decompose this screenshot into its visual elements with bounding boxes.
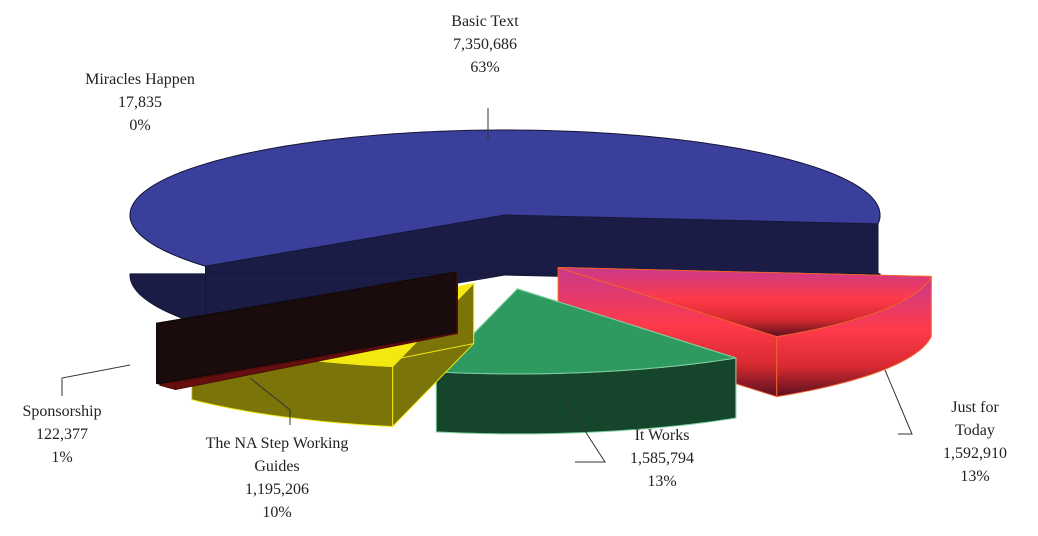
leader-line — [564, 399, 606, 463]
category-label: Just for Today — [951, 399, 999, 439]
pie-slice — [155, 271, 457, 385]
slice-label: Sponsorship 122,377 1% — [22, 400, 101, 469]
category-label: Sponsorship — [22, 403, 102, 420]
leader-line — [884, 369, 913, 435]
slice-top — [435, 288, 736, 375]
pie-slice — [435, 287, 737, 435]
value-label: 17,835 — [117, 94, 162, 111]
category-label: Miracles Happen — [85, 71, 195, 88]
slice-top — [156, 271, 457, 325]
pie-slice — [129, 129, 881, 327]
leader-line — [249, 377, 291, 425]
value-label: 1,585,794 — [630, 450, 694, 467]
value-label: 1,592,910 — [943, 445, 1007, 462]
percent-label: 13% — [960, 468, 990, 485]
slice-label: The NA Step Working Guides 1,195,206 10% — [190, 432, 365, 524]
slice-top — [558, 267, 932, 338]
category-label: Basic Text — [451, 13, 519, 30]
percent-label: 10% — [262, 504, 292, 521]
value-label: 7,350,686 — [453, 36, 517, 53]
leader-line — [61, 364, 131, 396]
slice-label: Basic Text 7,350,686 63% — [451, 10, 518, 79]
slice-label: Just for Today 1,592,910 13% — [943, 396, 1007, 488]
category-label: The NA Step Working Guides — [205, 435, 349, 475]
slice-label: It Works 1,585,794 13% — [630, 424, 694, 493]
slices — [129, 129, 932, 435]
percent-label: 0% — [129, 117, 151, 134]
value-label: 122,377 — [36, 426, 88, 443]
percent-label: 63% — [470, 59, 500, 76]
slice-top — [129, 129, 881, 267]
category-label: It Works — [634, 427, 690, 444]
slice-label: Miracles Happen 17,835 0% — [85, 68, 195, 137]
slice-outer-wall — [155, 322, 160, 385]
percent-label: 13% — [647, 473, 677, 490]
value-label: 1,195,206 — [245, 481, 309, 498]
percent-label: 1% — [51, 449, 73, 466]
